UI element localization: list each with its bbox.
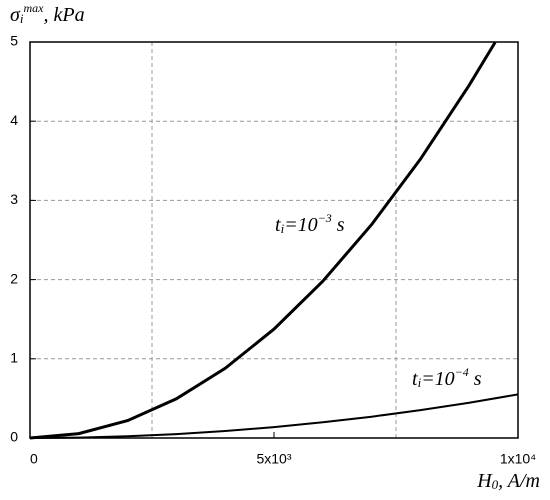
- y-tick-label: 2: [10, 270, 18, 286]
- label-part: 0: [492, 477, 499, 492]
- curve: [29, 393, 519, 439]
- label-part: i: [281, 221, 285, 236]
- label-part: H: [476, 470, 493, 492]
- label-part: s: [332, 214, 345, 236]
- label-part: s: [469, 368, 482, 390]
- label-part: t: [275, 214, 281, 236]
- label-part: =10: [421, 368, 455, 390]
- label-part: =10: [284, 214, 318, 236]
- x-axis-title: H0, A/m: [476, 470, 540, 492]
- curve-label: ti=10−4 s: [412, 365, 482, 390]
- label-part: −3: [318, 211, 332, 225]
- y-tick-label: 1: [10, 350, 18, 366]
- label-part: σ: [10, 4, 21, 26]
- y-tick-label: 4: [10, 112, 18, 128]
- label-part: , A/m: [498, 470, 540, 492]
- y-tick-label: 0: [10, 429, 18, 445]
- label-part: i: [418, 375, 422, 390]
- y-tick-label: 5: [10, 33, 18, 49]
- x-tick-label: 1x10⁴: [500, 451, 536, 467]
- label-part: t: [412, 368, 418, 390]
- plot-frame: [29, 41, 519, 439]
- label-part: i: [20, 11, 24, 26]
- label-part: −4: [455, 365, 469, 379]
- x-tick-label: 5x10³: [256, 451, 291, 467]
- x-tick-label: 0: [30, 451, 38, 467]
- curve-label: ti=10−3 s: [275, 211, 345, 236]
- label-part: , kPa: [44, 4, 85, 26]
- y-tick-label: 3: [10, 191, 18, 207]
- label-part: max: [24, 1, 45, 15]
- y-axis-title: σimax, kPa: [10, 1, 85, 26]
- curve: [29, 41, 497, 440]
